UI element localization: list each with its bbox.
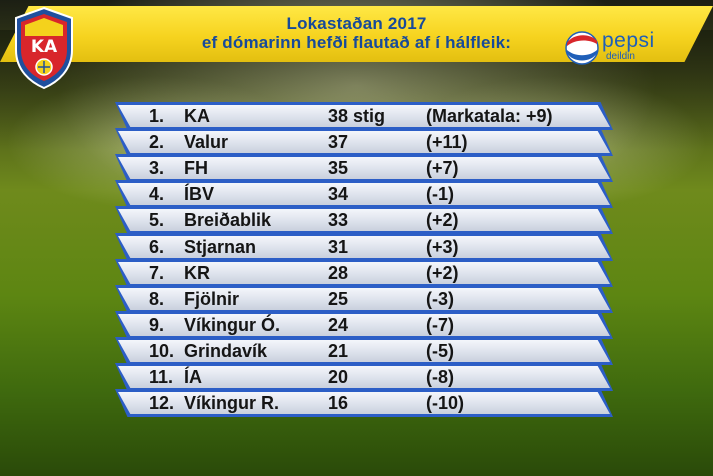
rank-cell: 10.	[149, 341, 175, 361]
standings-row: 4. ÍBV 34 (-1)	[118, 183, 610, 205]
goal-difference-cell: (-1)	[426, 184, 454, 204]
title-line-1: Lokastaðan 2017	[286, 14, 427, 33]
goal-difference-cell: (+7)	[426, 158, 459, 178]
goal-difference-cell: (+2)	[426, 263, 459, 283]
standings-row: 2. Valur 37 (+11)	[118, 131, 610, 153]
standings-row: 6. Stjarnan 31 (+3)	[118, 236, 610, 258]
standings-row: 7. KR 28 (+2)	[118, 262, 610, 284]
team-cell: ÍA	[184, 367, 202, 387]
pepsi-deildin-logo: pepsi deildin	[565, 28, 705, 68]
rank-cell: 5.	[149, 210, 165, 230]
title-line-2: ef dómarinn hefði flautað af í hálfleik:	[201, 33, 512, 52]
goal-difference-cell: (-10)	[426, 393, 465, 413]
points-cell: 20	[328, 367, 349, 387]
goal-difference-cell: (-8)	[426, 367, 454, 387]
pepsi-subtitle: deildin	[606, 51, 635, 62]
points-cell: 28	[328, 263, 349, 283]
team-cell: ÍBV	[184, 184, 215, 204]
goal-difference-cell: (-5)	[426, 341, 454, 361]
rank-cell: 8.	[149, 289, 165, 309]
ka-crest-logo: KA	[15, 6, 73, 90]
team-cell: FH	[184, 158, 208, 178]
svg-text:KA: KA	[31, 37, 58, 57]
rank-cell: 7.	[149, 263, 165, 283]
points-cell: 21	[328, 341, 349, 361]
rank-cell: 11.	[149, 367, 174, 387]
points-cell: 16	[328, 393, 349, 413]
goal-difference-cell: (Markatala: +9)	[426, 106, 553, 126]
pepsi-wordmark: pepsi	[602, 29, 655, 52]
team-cell: Stjarnan	[184, 237, 257, 257]
standings-row: 3. FH 35 (+7)	[118, 157, 610, 179]
standings-row: 8. Fjölnir 25 (-3)	[118, 288, 610, 310]
team-cell: Víkingur R.	[184, 393, 280, 413]
rank-cell: 4.	[149, 184, 165, 204]
rank-cell: 1.	[149, 106, 165, 126]
team-cell: KR	[184, 263, 210, 283]
standings-row: 9. Víkingur Ó. 24 (-7)	[118, 314, 610, 336]
points-cell: 38 stig	[328, 106, 386, 126]
rank-cell: 6.	[149, 237, 165, 257]
goal-difference-cell: (-3)	[426, 289, 454, 309]
rank-cell: 2.	[149, 132, 165, 152]
goal-difference-cell: (-7)	[426, 315, 454, 335]
team-cell: Fjölnir	[184, 289, 239, 309]
standings-row: 11. ÍA 20 (-8)	[118, 366, 610, 388]
standings-row: 5. Breiðablik 33 (+2)	[118, 209, 610, 231]
rank-cell: 9.	[149, 315, 165, 335]
team-cell: Grindavík	[184, 341, 268, 361]
pepsi-globe-icon	[565, 31, 599, 65]
points-cell: 24	[328, 315, 349, 335]
points-cell: 33	[328, 210, 349, 230]
rank-cell: 12.	[149, 393, 175, 413]
goal-difference-cell: (+11)	[426, 132, 468, 152]
team-cell: Breiðablik	[184, 210, 272, 230]
team-cell: Víkingur Ó.	[184, 315, 281, 335]
standings-row: 10. Grindavík 21 (-5)	[118, 340, 610, 362]
rank-cell: 3.	[149, 158, 165, 178]
points-cell: 34	[328, 184, 349, 204]
team-cell: KA	[184, 106, 210, 126]
standings-row: 1. KA 38 stig (Markatala: +9)	[118, 105, 610, 127]
points-cell: 25	[328, 289, 349, 309]
standings-row: 12. Víkingur R. 16 (-10)	[118, 392, 610, 414]
team-cell: Valur	[184, 132, 229, 152]
goal-difference-cell: (+3)	[426, 237, 459, 257]
points-cell: 35	[328, 158, 349, 178]
points-cell: 31	[328, 237, 349, 257]
points-cell: 37	[328, 132, 349, 152]
goal-difference-cell: (+2)	[426, 210, 459, 230]
